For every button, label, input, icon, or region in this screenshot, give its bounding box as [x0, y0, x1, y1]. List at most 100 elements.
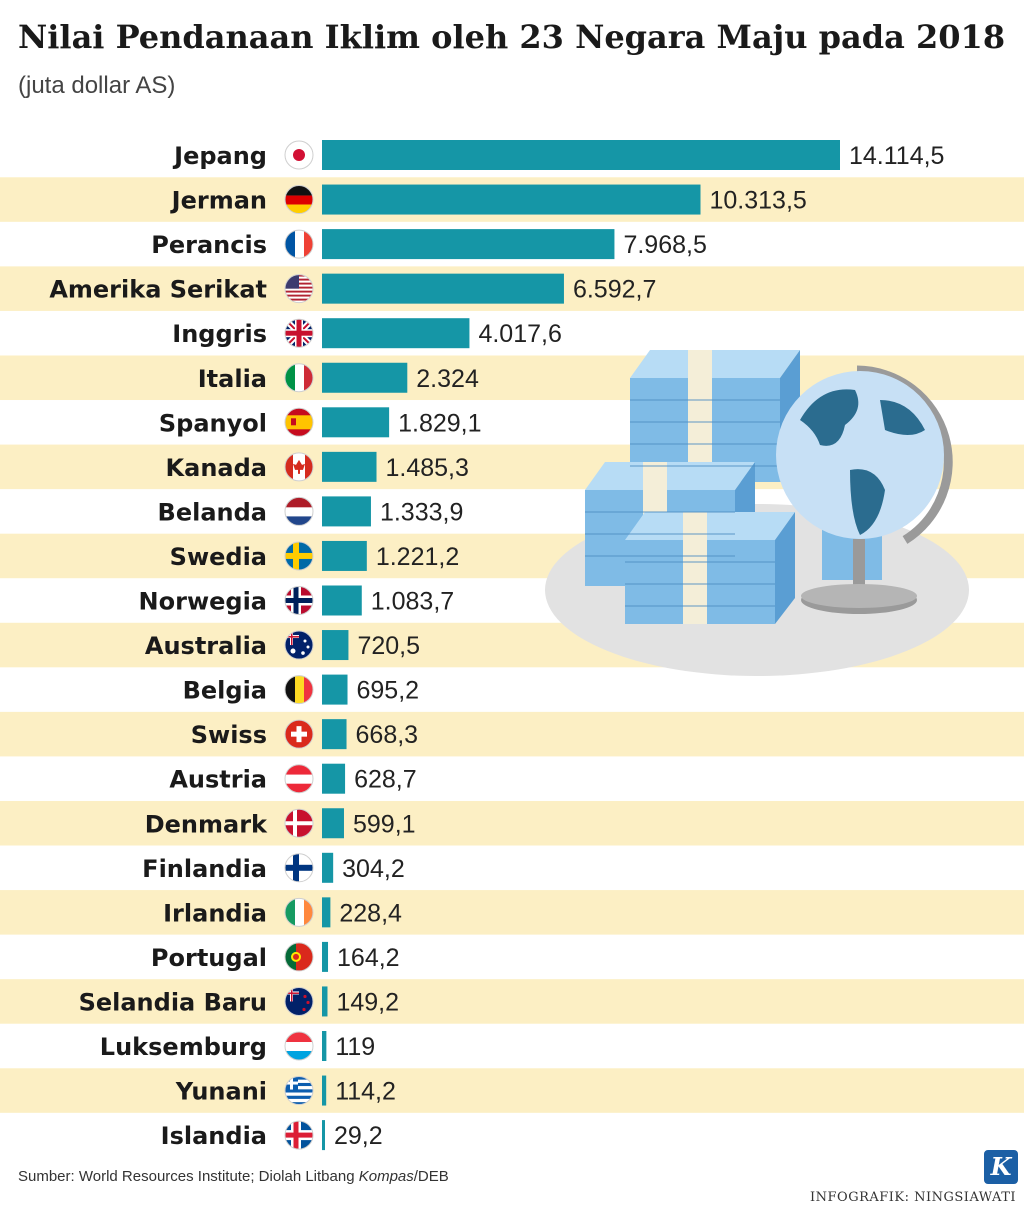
ireland-flag-icon [284, 897, 314, 927]
value-label: 695,2 [357, 677, 420, 705]
bar [322, 407, 390, 438]
bar [322, 1075, 327, 1106]
value-label: 668,3 [356, 721, 419, 749]
bar [322, 184, 701, 215]
bars [322, 140, 840, 1151]
category-label: Portugal [151, 944, 267, 972]
value-label: 114,2 [335, 1078, 396, 1106]
value-label: 1.221,2 [376, 543, 459, 571]
bar [322, 941, 329, 972]
value-label: 2.324 [416, 365, 479, 393]
category-label: Jerman [170, 187, 267, 215]
source-note: Sumber: World Resources Institute; Diola… [18, 1168, 449, 1185]
category-label: Spanyol [159, 409, 267, 437]
money-stack-icon [625, 512, 795, 624]
iceland-flag-icon [284, 1120, 314, 1150]
row-stripe [0, 1068, 1024, 1113]
canada-flag-icon [284, 452, 314, 482]
category-label: Finlandia [142, 855, 267, 883]
norway-flag-icon [284, 586, 314, 615]
category-label: Selandia Baru [79, 988, 267, 1016]
value-label: 1.333,9 [380, 498, 463, 526]
row-stripe [0, 890, 1024, 935]
value-label: 6.592,7 [573, 276, 656, 304]
bar [322, 674, 348, 705]
bar-chart: Jepang Jerman Perancis Amerika Serikat Inggr… [0, 140, 1024, 1151]
switzerland-flag-icon [284, 719, 314, 749]
kompas-logo: K [984, 1150, 1018, 1184]
value-label: 599,1 [353, 810, 416, 838]
category-label: Austria [169, 766, 267, 794]
category-label: Yunani [175, 1078, 267, 1106]
portugal-flag-icon [284, 942, 314, 972]
bar [322, 229, 615, 260]
category-label: Islandia [161, 1122, 267, 1150]
money-bill-lines [585, 399, 780, 607]
category-label: Belanda [158, 498, 267, 526]
denmark-flag-icon [284, 808, 314, 838]
source-suffix: /DEB [413, 1168, 449, 1185]
value-label: 1.485,3 [386, 454, 469, 482]
spain-flag-icon [284, 407, 314, 437]
bar [322, 1120, 325, 1151]
value-label: 4.017,6 [478, 320, 561, 348]
row-stripe [0, 800, 1024, 846]
value-label: 29,2 [334, 1122, 383, 1150]
value-label: 10.313,5 [710, 187, 807, 215]
category-label: Italia [198, 365, 267, 393]
source-prefix: Sumber: World Resources Institute; Diola… [18, 1168, 359, 1185]
category-label: Denmark [145, 810, 268, 838]
category-label: Irlandia [163, 899, 267, 927]
usa-flag-icon [284, 274, 314, 304]
category-label: Jepang [172, 142, 267, 170]
bar [322, 763, 346, 794]
bar [322, 362, 408, 393]
japan-flag-icon [284, 140, 314, 170]
value-label: 304,2 [342, 855, 405, 883]
value-label: 7.968,5 [623, 231, 706, 259]
category-label: Norwegia [139, 588, 267, 616]
row-stripe [0, 711, 1024, 757]
category-label: Amerika Serikat [49, 276, 267, 304]
category-label: Perancis [151, 231, 267, 259]
austria-flag-icon [284, 764, 314, 794]
value-label: 720,5 [357, 632, 420, 660]
italy-flag-icon [284, 363, 314, 393]
bar [322, 630, 349, 661]
category-labels: Jepang Jerman Perancis Amerika Serikat Inggr… [49, 142, 268, 1150]
credit-line: INFOGRAFIK: NINGSIAWATI [810, 1190, 1016, 1205]
value-label: 14.114,5 [849, 142, 944, 170]
value-label: 628,7 [354, 766, 417, 794]
greece-flag-icon [284, 1076, 314, 1106]
money-globe-illustration [545, 350, 969, 676]
bar [322, 808, 344, 839]
source-publication: Kompas [358, 1168, 414, 1185]
category-label: Kanada [166, 454, 267, 482]
value-label: 164,2 [337, 944, 400, 972]
category-label: Swedia [170, 543, 267, 571]
bar [322, 451, 377, 482]
value-labels: 14.114,5 10.313,57.968,5 6.592,7 4.017,6 2.3… [334, 142, 944, 1150]
value-label: 119 [335, 1033, 375, 1061]
category-label: Belgia [183, 677, 267, 705]
category-label: Australia [145, 632, 267, 660]
bar [322, 540, 367, 571]
luxembourg-flag-icon [284, 1031, 314, 1061]
category-label: Inggris [172, 320, 267, 348]
bar [322, 318, 470, 349]
chart-title: Nilai Pendanaan Iklim oleh 23 Negara Maj… [18, 18, 1006, 56]
value-label: 1.083,7 [371, 588, 454, 616]
value-label: 149,2 [336, 988, 399, 1016]
value-label: 228,4 [339, 899, 402, 927]
new-zealand-flag-icon [284, 986, 314, 1016]
category-label: Swiss [191, 721, 267, 749]
belgium-flag-icon [284, 675, 314, 705]
value-label: 1.829,1 [398, 409, 481, 437]
row-stripe [0, 979, 1024, 1024]
bar [322, 897, 331, 928]
globe-icon [776, 365, 953, 614]
australia-flag-icon [284, 630, 314, 660]
flag-icons [284, 140, 314, 1150]
germany-flag-icon [284, 185, 314, 215]
bar [322, 852, 334, 883]
